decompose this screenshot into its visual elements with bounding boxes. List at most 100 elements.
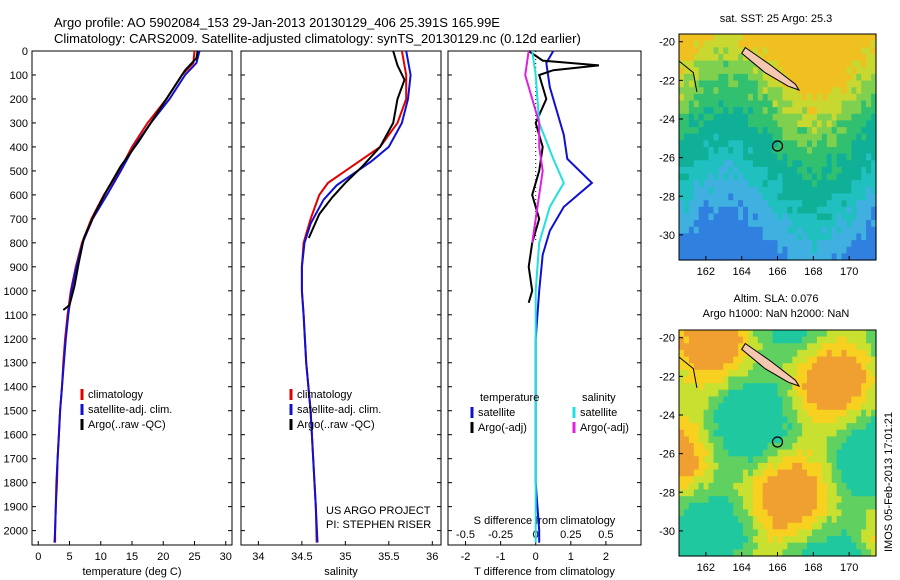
heatmap-cell bbox=[856, 542, 862, 550]
heatmap-cell bbox=[812, 87, 818, 95]
heatmap-cell bbox=[703, 509, 710, 517]
heatmap-cell bbox=[856, 356, 862, 364]
heatmap-cell bbox=[723, 522, 729, 530]
x-tick-label: 20 bbox=[157, 551, 169, 563]
heatmap-cell bbox=[723, 482, 729, 491]
heatmap-cell bbox=[851, 166, 857, 175]
heatmap-cell bbox=[821, 147, 828, 155]
heatmap-cell bbox=[777, 536, 783, 544]
heatmap-cell bbox=[782, 496, 788, 504]
heatmap-cell bbox=[831, 127, 838, 135]
heatmap-cell bbox=[688, 100, 695, 108]
heatmap-cell bbox=[856, 93, 862, 101]
heatmap-cell bbox=[743, 107, 749, 115]
heatmap-cell bbox=[723, 200, 729, 208]
heatmap-cell bbox=[743, 180, 749, 188]
heatmap-cell bbox=[733, 166, 739, 175]
heatmap-cell bbox=[802, 449, 808, 457]
heatmap-cell bbox=[683, 120, 690, 128]
heatmap-cell bbox=[802, 476, 808, 484]
heatmap-cell bbox=[752, 443, 759, 451]
heatmap-cell bbox=[826, 153, 833, 161]
sst-heatmap bbox=[679, 34, 877, 261]
heatmap-cell bbox=[866, 87, 872, 95]
heatmap-cell bbox=[787, 53, 793, 62]
heatmap-cell bbox=[748, 409, 754, 417]
heatmap-cell bbox=[683, 100, 690, 108]
heatmap-cell bbox=[762, 522, 769, 530]
heatmap-cell bbox=[698, 369, 705, 378]
heatmap-cell bbox=[693, 403, 700, 411]
heatmap-cell bbox=[792, 536, 798, 544]
heatmap-cell bbox=[816, 193, 823, 201]
heatmap-cell bbox=[772, 200, 779, 208]
heatmap-cell bbox=[743, 502, 749, 510]
heatmap-cell bbox=[802, 233, 808, 241]
heatmap-cell bbox=[777, 153, 783, 161]
heatmap-cell bbox=[723, 356, 729, 364]
heatmap-cell bbox=[713, 186, 719, 195]
heatmap-cell bbox=[733, 193, 739, 201]
heatmap-cell bbox=[772, 496, 779, 504]
heatmap-cell bbox=[841, 383, 847, 391]
heatmap-cell bbox=[861, 213, 867, 221]
legend-label: Argo(..raw -QC) bbox=[297, 419, 375, 431]
heatmap-cell bbox=[826, 502, 833, 510]
heatmap-cell bbox=[683, 200, 690, 208]
heatmap-cell bbox=[708, 73, 714, 82]
heatmap-cell bbox=[841, 226, 847, 234]
heatmap-cell bbox=[871, 522, 877, 530]
heatmap-cell bbox=[782, 153, 788, 161]
heatmap-cell bbox=[856, 140, 862, 148]
heatmap-cell bbox=[693, 193, 700, 201]
heatmap-cell bbox=[831, 173, 838, 181]
heatmap-cell bbox=[748, 113, 754, 121]
heatmap-cell bbox=[802, 173, 808, 181]
heatmap-cell bbox=[836, 423, 843, 431]
heatmap-cell bbox=[787, 396, 793, 404]
heatmap-cell bbox=[728, 47, 734, 55]
heatmap-cell bbox=[683, 536, 690, 544]
heatmap-cell bbox=[733, 376, 739, 384]
heatmap-cell bbox=[723, 389, 729, 397]
heatmap-cell bbox=[728, 343, 734, 351]
heatmap-cell bbox=[846, 127, 852, 135]
heatmap-cell bbox=[841, 200, 847, 208]
heatmap-cell bbox=[866, 226, 872, 234]
heatmap-cell bbox=[816, 522, 823, 530]
heatmap-cell bbox=[752, 73, 759, 82]
heatmap-cell bbox=[708, 456, 714, 464]
heatmap-cell bbox=[856, 186, 862, 195]
heatmap-cell bbox=[752, 213, 759, 221]
heatmap-cell bbox=[767, 436, 774, 444]
heatmap-cell bbox=[841, 516, 847, 524]
heatmap-cell bbox=[831, 120, 838, 128]
heatmap-cell bbox=[777, 376, 783, 384]
heatmap-cell bbox=[772, 233, 779, 241]
heatmap-cell bbox=[683, 226, 690, 234]
heatmap-cell bbox=[757, 133, 764, 141]
heatmap-cell bbox=[767, 389, 774, 397]
heatmap-cell bbox=[841, 107, 847, 115]
heatmap-cell bbox=[841, 93, 847, 101]
heatmap-cell bbox=[703, 476, 710, 484]
heatmap-cell bbox=[738, 233, 744, 241]
heatmap-cell bbox=[851, 356, 857, 364]
heatmap-cell bbox=[851, 363, 857, 371]
heatmap-cell bbox=[841, 363, 847, 371]
heatmap-cell bbox=[708, 47, 714, 55]
heatmap-cell bbox=[782, 100, 788, 108]
heatmap-cell bbox=[787, 226, 793, 234]
heatmap-cell bbox=[856, 113, 862, 121]
heatmap-cell bbox=[841, 542, 847, 550]
heatmap-cell bbox=[821, 389, 828, 397]
heatmap-cell bbox=[782, 67, 788, 75]
heatmap-cell bbox=[738, 429, 744, 437]
heatmap-cell bbox=[836, 416, 843, 424]
heatmap-cell bbox=[679, 536, 685, 544]
heatmap-cell bbox=[782, 53, 788, 62]
heatmap-cell bbox=[703, 213, 710, 221]
heatmap-cell bbox=[703, 153, 710, 161]
heatmap-cell bbox=[792, 356, 798, 364]
heatmap-cell bbox=[871, 73, 877, 82]
